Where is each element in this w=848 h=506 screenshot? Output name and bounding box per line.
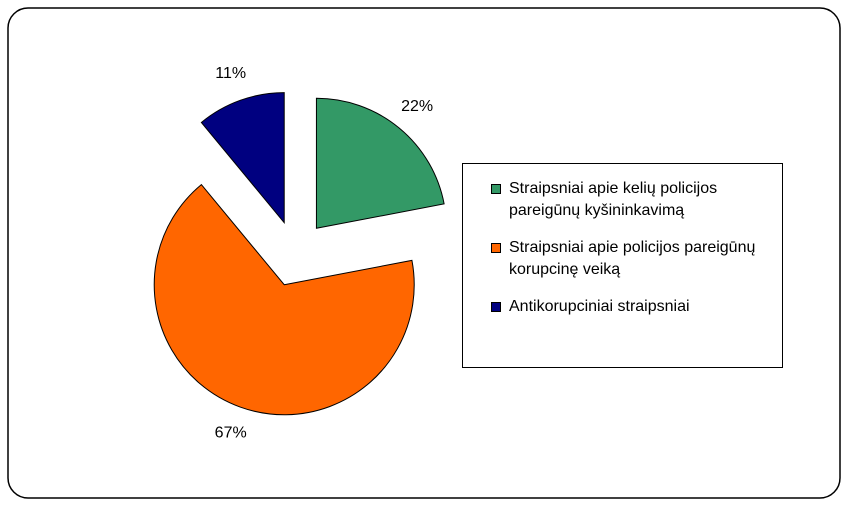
legend: Straipsniai apie kelių policijos pareigū… (462, 163, 783, 368)
data-label: 11% (215, 65, 246, 82)
legend-swatch (491, 243, 501, 253)
legend-entry: Antikorupciniai straipsniai (491, 296, 772, 318)
legend-swatch (491, 302, 501, 312)
legend-label: Straipsniai apie kelių policijos pareigū… (509, 180, 718, 219)
pie-slice (200, 92, 285, 225)
legend-label: Antikorupciniai straipsniai (509, 298, 690, 315)
legend-entry: Straipsniai apie kelių policijos pareigū… (491, 178, 772, 222)
legend-label: Straipsniai apie policijos pareigūnų kor… (509, 239, 756, 278)
legend-swatch (491, 184, 501, 194)
data-label: 67% (215, 425, 247, 442)
pie-slice (153, 183, 415, 416)
legend-entry: Straipsniai apie policijos pareigūnų kor… (491, 237, 772, 281)
pie-slice (315, 97, 445, 229)
data-label: 22% (401, 98, 433, 115)
